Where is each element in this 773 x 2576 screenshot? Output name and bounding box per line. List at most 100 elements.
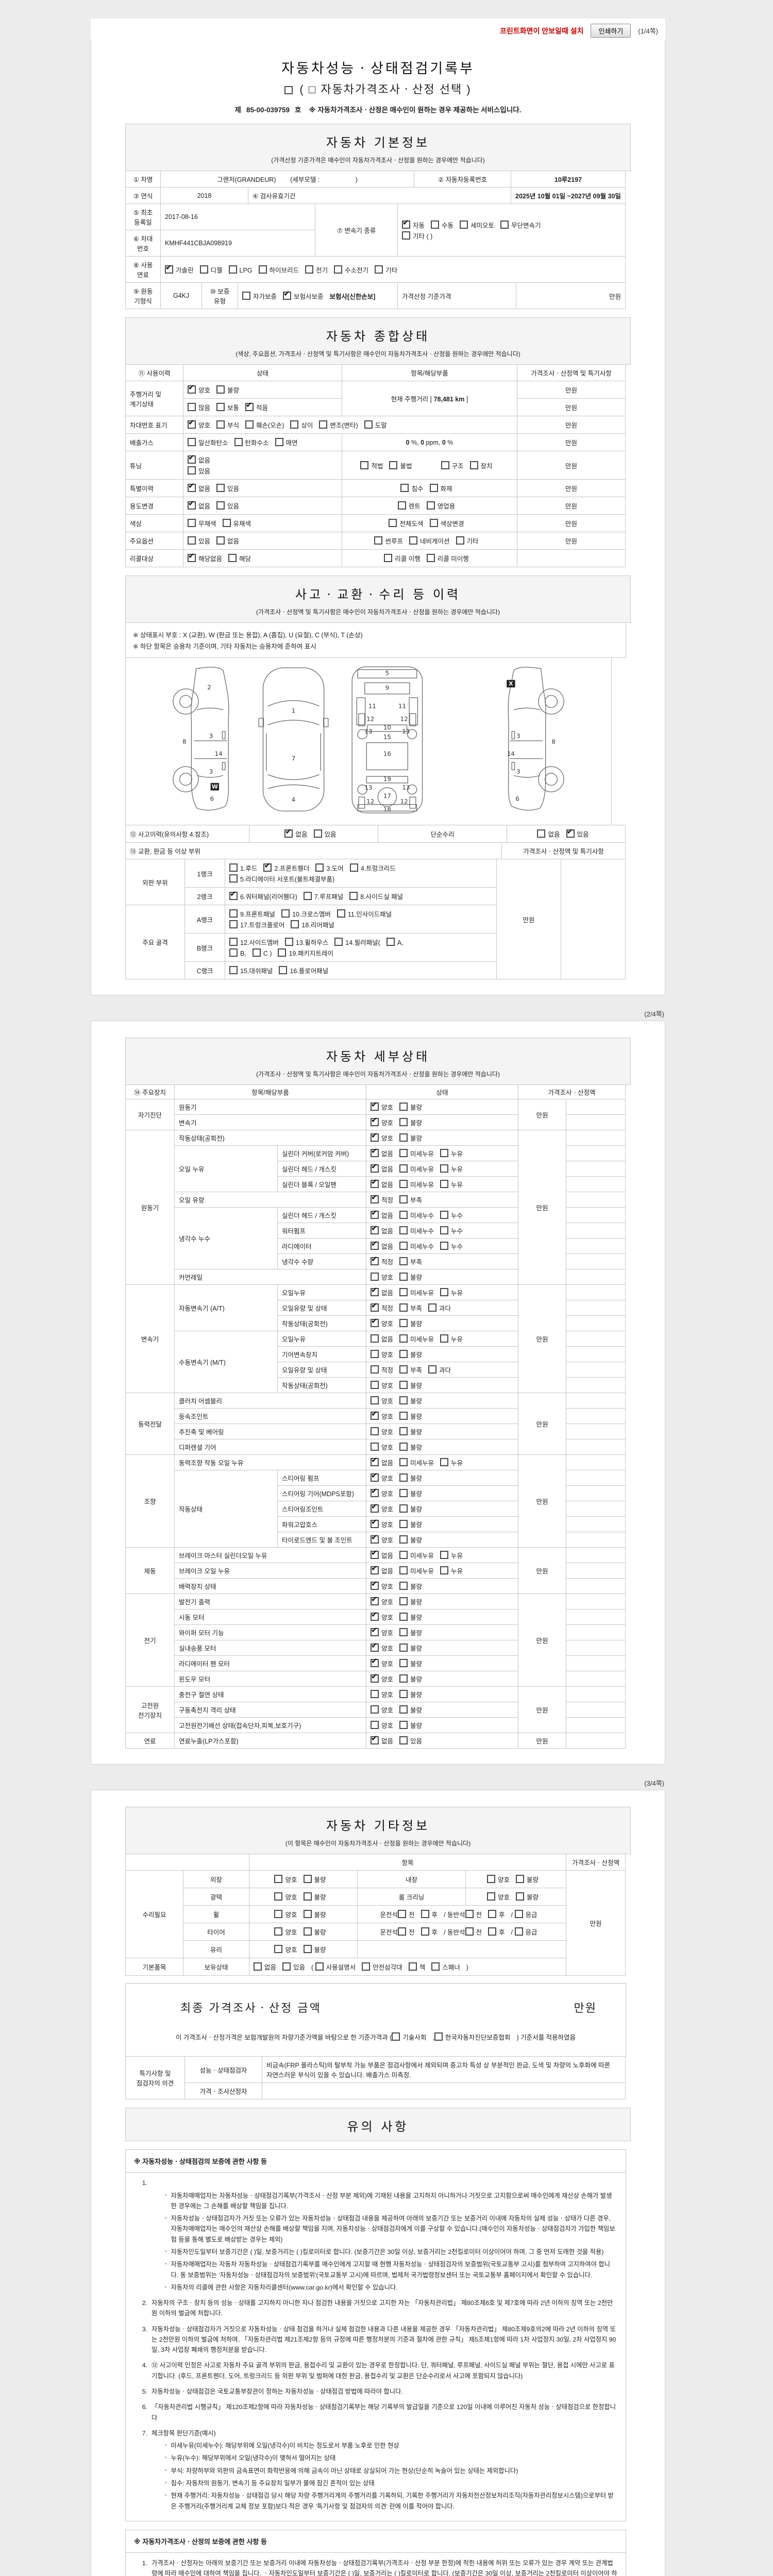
checkbox[interactable] (440, 1242, 449, 1250)
checkbox-item[interactable]: 양호 (274, 1892, 297, 1902)
checkbox-item[interactable]: 자동 (402, 218, 425, 230)
checkbox-item[interactable]: 불량 (399, 1658, 422, 1668)
checkbox-item[interactable]: 불량 (399, 1504, 422, 1514)
checkbox-item[interactable]: 후 (421, 1909, 438, 1919)
checkbox-item[interactable]: 양호 (371, 1579, 393, 1591)
checkbox[interactable] (313, 829, 322, 838)
checkbox-item[interactable]: 불량 (399, 1705, 422, 1715)
checkbox-item[interactable]: 기타 (375, 265, 397, 275)
checkbox[interactable] (400, 484, 409, 492)
checkbox[interactable] (229, 863, 238, 872)
checkbox-item[interactable]: 불량 (516, 1892, 539, 1902)
checkbox-item[interactable]: 스패너 (431, 1962, 460, 1972)
checkbox[interactable] (371, 1381, 379, 1389)
checkbox[interactable] (392, 2032, 400, 2041)
checkbox-item[interactable]: 양호 (371, 1533, 393, 1545)
checkbox[interactable] (228, 554, 237, 562)
checkbox-item[interactable]: 네비게이션 (409, 536, 450, 546)
checkbox-item[interactable]: 양호 (487, 1892, 510, 1902)
checkbox-checked[interactable] (188, 499, 196, 510)
checkbox[interactable] (303, 892, 312, 900)
checkbox-item[interactable]: 6.쿼터패널(리어휀다) (229, 889, 297, 901)
checkbox-checked[interactable] (371, 1301, 379, 1312)
checkbox[interactable] (428, 1303, 437, 1312)
checkbox-item[interactable]: 3.도어 (315, 863, 344, 873)
checkbox-checked[interactable] (371, 1579, 379, 1590)
checkbox[interactable] (399, 1458, 408, 1466)
checkbox[interactable] (229, 948, 238, 957)
checkbox-checked[interactable] (371, 1115, 379, 1126)
checkbox-item[interactable]: 없음 (188, 499, 210, 511)
checkbox[interactable] (305, 265, 314, 274)
checkbox-item[interactable]: 양호 (371, 1672, 393, 1684)
checkbox-item[interactable]: 불량 (399, 1473, 422, 1483)
checkbox-item[interactable]: 12.사이드멤버 (229, 937, 279, 947)
checkbox-item[interactable]: 불량 (399, 1380, 422, 1390)
checkbox-item[interactable]: 불량 (399, 1349, 422, 1359)
checkbox-item[interactable]: 장치 (469, 461, 493, 470)
checkbox-item[interactable]: 무단변속기 (500, 220, 541, 230)
checkbox[interactable] (399, 1582, 408, 1590)
checkbox-item[interactable]: 부족 (399, 1365, 422, 1375)
checkbox[interactable] (399, 1226, 408, 1234)
checkbox-item[interactable]: 양호 (371, 1689, 393, 1699)
checkbox-item[interactable]: 불량 (399, 1133, 422, 1143)
checkbox-item[interactable]: 누유 (440, 1164, 463, 1174)
checkbox[interactable] (431, 220, 440, 229)
checkbox[interactable] (516, 1875, 525, 1883)
checkbox-item[interactable]: 해당없음 (188, 551, 222, 563)
checkbox[interactable] (399, 1211, 408, 1219)
checkbox-item[interactable]: 일산화탄소 (188, 437, 228, 447)
checkbox-item[interactable]: 없음 (537, 829, 560, 839)
checkbox[interactable] (514, 1910, 523, 1918)
checkbox-checked[interactable] (371, 1656, 379, 1667)
checkbox-item[interactable]: 불량 (399, 1597, 422, 1606)
checkbox-item[interactable]: 후 (421, 1927, 438, 1937)
checkbox-checked[interactable] (371, 1316, 379, 1327)
checkbox-item[interactable]: 불량 (399, 1102, 422, 1112)
checkbox-checked[interactable] (371, 1564, 379, 1574)
checkbox[interactable] (188, 403, 196, 411)
checkbox[interactable] (399, 1180, 408, 1188)
checkbox[interactable] (399, 1149, 408, 1157)
checkbox[interactable] (399, 1628, 408, 1636)
checkbox-item[interactable]: 양호 (371, 1517, 393, 1529)
checkbox-item[interactable]: 5.라디에이터 서포트(볼트체결부품) (229, 874, 334, 884)
checkbox[interactable] (399, 1133, 408, 1142)
checkbox[interactable] (303, 1945, 312, 1953)
checkbox-checked[interactable] (263, 861, 272, 872)
checkbox[interactable] (371, 1350, 379, 1358)
checkbox-item[interactable]: 과다 (428, 1303, 451, 1313)
checkbox-item[interactable]: 누유 (440, 1550, 463, 1560)
checkbox[interactable] (399, 1319, 408, 1327)
checkbox-item[interactable]: 적정 (371, 1301, 393, 1313)
checkbox-item[interactable]: 1.후드 (229, 863, 257, 873)
checkbox-item[interactable]: 전 (465, 1927, 482, 1937)
checkbox-checked[interactable] (188, 481, 196, 492)
checkbox-item[interactable]: 미세누유 (399, 1179, 434, 1189)
checkbox-item[interactable]: 세미오토 (460, 220, 494, 230)
checkbox[interactable] (274, 1910, 283, 1918)
checkbox-item[interactable]: 부식 (216, 420, 239, 430)
checkbox-item[interactable]: 불량 (399, 1612, 422, 1622)
checkbox[interactable] (229, 874, 238, 883)
checkbox[interactable] (421, 1910, 429, 1918)
checkbox-item[interactable]: 불량 (303, 1874, 326, 1884)
checkbox-checked[interactable] (566, 827, 575, 838)
checkbox-item[interactable]: 양호 (371, 1131, 393, 1143)
checkbox[interactable] (429, 484, 438, 492)
checkbox[interactable] (303, 1910, 312, 1918)
checkbox-item[interactable]: 유채색 (222, 518, 251, 528)
checkbox[interactable] (440, 1458, 449, 1466)
checkbox-checked[interactable] (188, 383, 196, 394)
checkbox-item[interactable]: 양호 (371, 1625, 393, 1637)
checkbox-item[interactable]: 적정 (371, 1365, 393, 1375)
checkbox[interactable] (399, 1520, 408, 1528)
checkbox[interactable] (440, 1551, 449, 1559)
checkbox[interactable] (274, 1875, 283, 1883)
checkbox-item[interactable]: 불량 (399, 1442, 422, 1452)
checkbox[interactable] (399, 1489, 408, 1497)
checkbox-item[interactable]: 많음 (188, 402, 210, 412)
checkbox-item[interactable]: 없음 (188, 453, 210, 465)
checkbox-checked[interactable] (371, 1610, 379, 1621)
